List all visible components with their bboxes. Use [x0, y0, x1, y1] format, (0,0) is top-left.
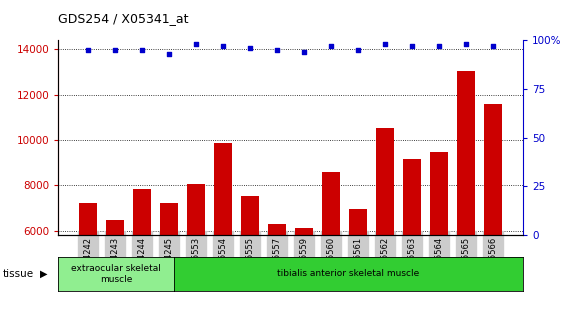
Point: [435, 43, 444, 49]
Text: GDS254 / X05341_at: GDS254 / X05341_at: [58, 12, 189, 25]
Bar: [403, 159, 421, 336]
Bar: [79, 204, 97, 336]
Point: [299, 49, 309, 55]
Text: tibialis anterior skeletal muscle: tibialis anterior skeletal muscle: [278, 269, 419, 278]
Point: [272, 47, 282, 53]
Point: [353, 47, 363, 53]
Text: tissue: tissue: [3, 269, 34, 279]
Bar: [322, 172, 340, 336]
Point: [191, 42, 200, 47]
Point: [110, 47, 120, 53]
Point: [489, 43, 498, 49]
Point: [137, 47, 146, 53]
Bar: [214, 143, 232, 336]
Bar: [295, 228, 313, 336]
Point: [218, 43, 228, 49]
Bar: [106, 220, 124, 336]
Bar: [241, 196, 259, 336]
Point: [461, 42, 471, 47]
Point: [164, 51, 174, 57]
Text: ▶: ▶: [40, 269, 47, 279]
Bar: [376, 128, 394, 336]
Bar: [133, 189, 151, 336]
Bar: [457, 71, 475, 336]
Bar: [187, 184, 205, 336]
Point: [245, 45, 254, 51]
Bar: [349, 209, 367, 336]
Point: [83, 47, 92, 53]
Bar: [484, 104, 502, 336]
Text: extraocular skeletal
muscle: extraocular skeletal muscle: [71, 264, 161, 284]
Bar: [160, 204, 178, 336]
Point: [327, 43, 336, 49]
Bar: [268, 224, 286, 336]
Bar: [430, 153, 448, 336]
Point: [407, 43, 417, 49]
Point: [381, 42, 390, 47]
